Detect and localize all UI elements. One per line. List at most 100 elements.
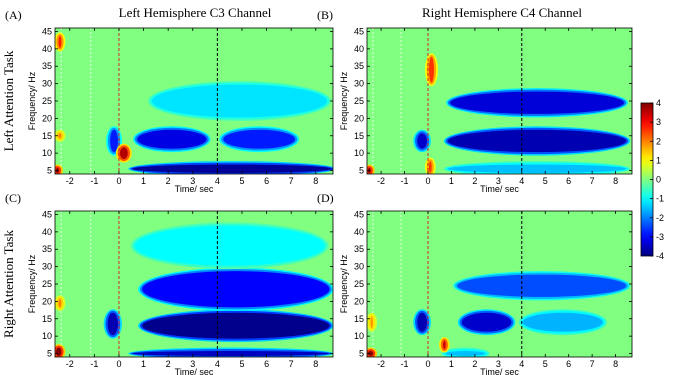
colorbar-tick-label: -2 [656,213,664,223]
y-tick-label: 45 [42,26,52,36]
x-tick-label: 3 [496,359,501,369]
heatmap-region [457,274,627,297]
y-tick-label: 40 [42,44,52,54]
x-tick-label: 1 [141,359,146,369]
panel-label: (B) [317,8,333,22]
heatmap-region [107,312,118,336]
panel-label: (C) [5,191,21,205]
y-axis-label: Frequency/ Hz [27,71,37,130]
x-tick-label: 2 [472,359,477,369]
heatmap-region [58,35,62,48]
x-tick-label: 5 [543,176,548,186]
panel-label: (D) [317,191,334,205]
x-axis-label: Time/ sec [175,367,214,375]
x-tick-label: 4 [215,176,220,186]
y-tick-label: 5 [359,349,364,359]
heatmap-region [447,129,627,153]
heatmap-region [461,312,512,332]
heatmap-region [522,312,603,332]
x-tick-label: 1 [449,359,454,369]
x-tick-label: 7 [289,176,294,186]
panel-label: (A) [5,8,22,22]
heatmap-region [450,91,624,114]
y-tick-label: 30 [354,262,364,272]
y-tick-label: 25 [42,96,52,106]
heatmap-region [132,351,330,356]
x-tick-label: -2 [377,359,385,369]
heatmap-region [443,340,446,350]
x-tick-label: 4 [519,176,524,186]
heatmap-region [428,56,435,83]
x-tick-label: 4 [215,359,220,369]
x-tick-label: 7 [590,359,595,369]
x-tick-label: 3 [190,359,195,369]
colorbar-tick-label: 4 [656,98,661,108]
y-tick-label: 45 [354,26,364,36]
colorbar-tick-label: 0 [656,175,661,185]
y-tick-label: 5 [47,349,52,359]
y-tick-label: 30 [42,79,52,89]
y-tick-label: 45 [354,209,364,219]
x-tick-label: 2 [166,176,171,186]
x-tick-label: -1 [401,176,409,186]
y-tick-label: 30 [42,262,52,272]
x-tick-label: -2 [377,176,385,186]
x-axis-label: Time/ sec [480,184,519,194]
heatmap-region [370,316,374,329]
x-tick-label: 0 [425,359,430,369]
y-tick-label: 20 [354,113,364,123]
x-tick-label: 6 [264,176,269,186]
y-axis-label: Frequency/ Hz [339,71,349,130]
x-tick-label: 5 [543,359,548,369]
heatmap-region [132,164,332,174]
y-tick-label: 20 [42,296,52,306]
x-tick-label: 0 [425,176,430,186]
heatmap-region [56,347,62,356]
heatmap-region [417,312,427,332]
x-tick-label: 8 [613,176,618,186]
y-tick-label: 25 [354,96,364,106]
x-tick-label: 6 [566,359,571,369]
x-tick-label: -1 [401,359,409,369]
x-axis-label: Time/ sec [175,184,214,194]
column-title: Left Hemisphere C3 Channel [119,5,272,20]
y-axis-label: Frequency/ Hz [339,254,349,313]
x-tick-label: 0 [116,359,121,369]
y-tick-label: 15 [354,314,364,324]
y-tick-label: 15 [354,131,364,141]
heatmap-region [428,161,432,173]
y-tick-label: 30 [354,79,364,89]
heatmap-region [445,351,486,356]
heatmap-region [417,133,427,149]
row-title: Right Attention Task [1,230,16,338]
y-tick-label: 15 [42,314,52,324]
colorbar: 4 3 2 1 0 -1 -2 -3 -4 [640,98,664,261]
x-tick-label: 1 [141,176,146,186]
y-tick-label: 40 [354,44,364,54]
y-tick-label: 5 [47,166,52,176]
y-tick-label: 35 [42,244,52,254]
heatmap-region [134,225,325,266]
x-tick-label: 5 [239,176,244,186]
heatmap-region [58,133,62,139]
x-tick-label: -1 [90,359,98,369]
y-tick-label: 20 [42,113,52,123]
y-tick-label: 35 [354,61,364,71]
colorbar-tick-label: 2 [656,136,661,146]
colorbar-tick-label: -4 [656,251,664,261]
x-tick-label: 3 [496,176,501,186]
colorbar-tick-label: 1 [656,155,661,165]
column-title: Right Hemisphere C4 Channel [422,5,582,20]
y-tick-label: 20 [354,296,364,306]
y-tick-label: 15 [42,131,52,141]
y-tick-label: 45 [42,209,52,219]
heatmap-region [58,298,62,308]
y-tick-label: 10 [42,148,52,158]
heatmap-region [142,271,330,308]
x-tick-label: 6 [566,176,571,186]
x-tick-label: 7 [289,359,294,369]
